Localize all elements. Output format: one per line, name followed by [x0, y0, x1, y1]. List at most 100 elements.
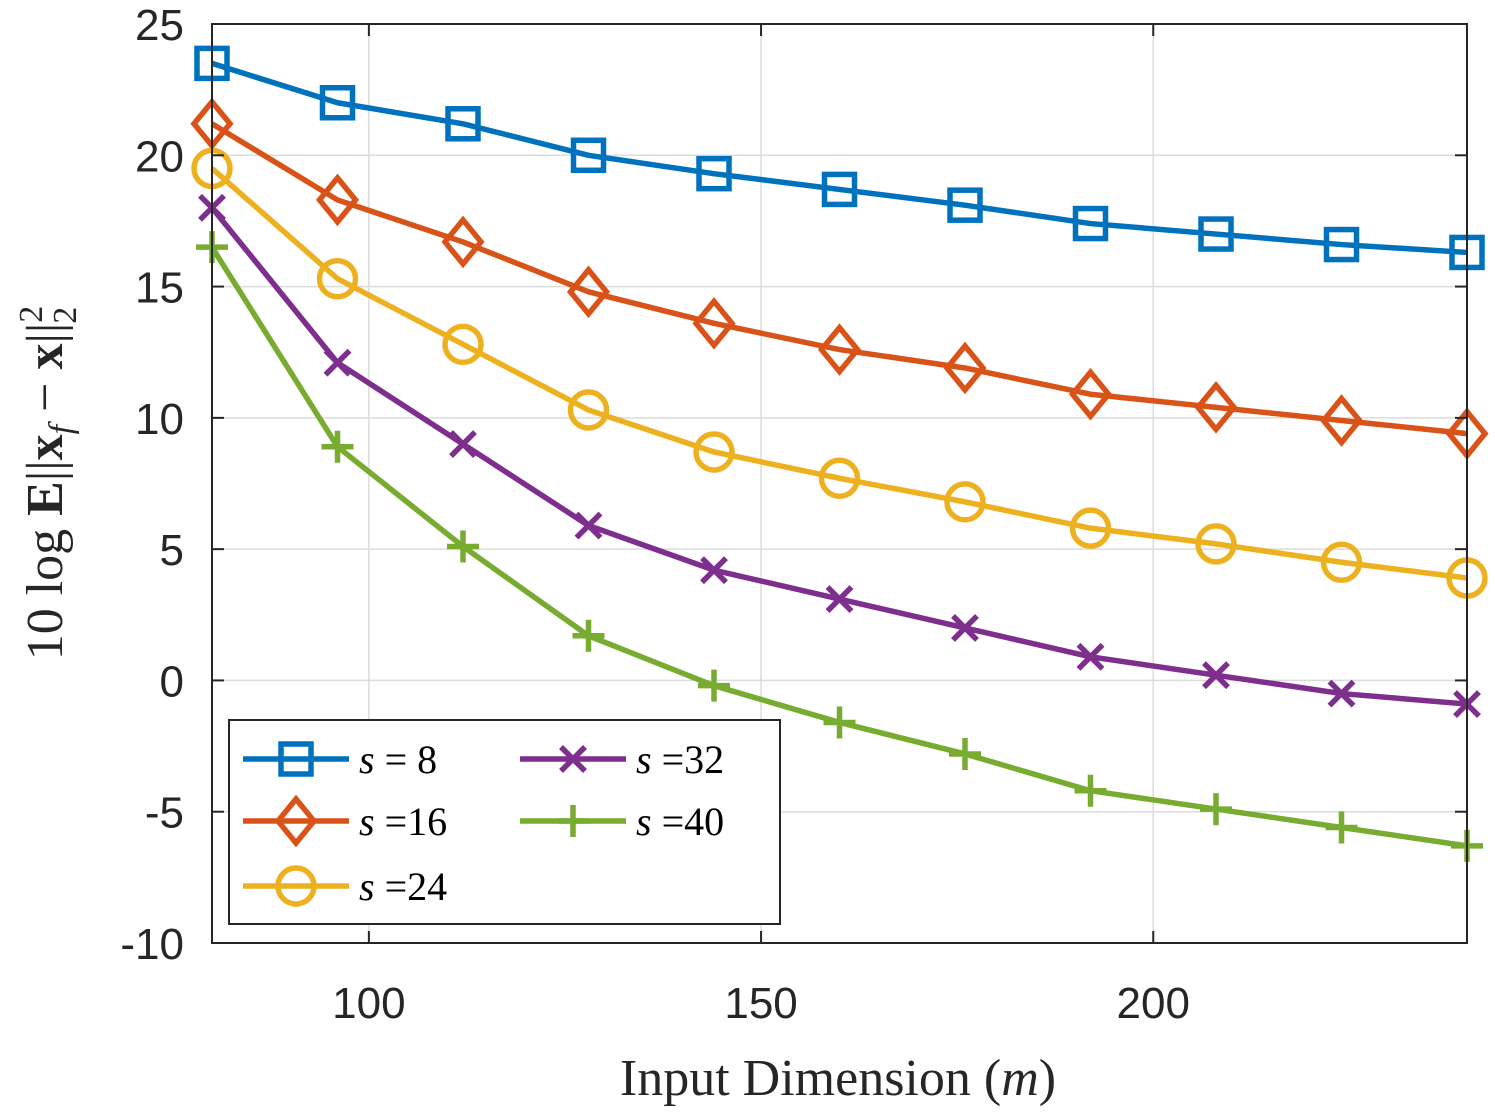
data-point-diamond [692, 296, 736, 350]
data-point-square [696, 155, 732, 192]
x-axis-label-var: m [1001, 1050, 1039, 1107]
legend-entry: s =32 [520, 737, 724, 782]
legend-label-var: s [359, 864, 375, 909]
data-point-plus [698, 669, 730, 702]
data-point-circle [1195, 523, 1237, 565]
data-point-circle [1069, 507, 1112, 549]
data-point-square [1323, 226, 1360, 263]
data-point-plus [321, 430, 354, 463]
legend-label-var: s [636, 799, 652, 844]
data-point-x [1327, 679, 1356, 708]
data-point-square [1072, 205, 1109, 242]
data-point-diamond [1194, 381, 1238, 434]
data-point-x [574, 511, 603, 540]
tick-labels: 100 150 200 25 20 15 10 5 0 -5 -10 [120, 1, 1467, 1028]
data-point-diamond [566, 265, 611, 319]
legend: s = 8 s =32s =16 s =40s =24 [228, 719, 781, 925]
series-line [210, 121, 1468, 437]
y-tick-label: 5 [160, 526, 184, 575]
y-tick-label: 20 [135, 132, 184, 181]
y-tick-label: 25 [135, 1, 184, 50]
y-tick-label: 10 [135, 395, 184, 444]
data-point-plus [1074, 774, 1107, 807]
legend-label-value: =40 [662, 799, 725, 844]
y-axis-label-minus: − [17, 370, 74, 425]
legend-label-var: s [636, 737, 652, 782]
data-point-square [1198, 216, 1234, 252]
x-tick-label: 100 [332, 979, 405, 1028]
data-point-circle [944, 481, 986, 523]
legend-label-value: =16 [385, 799, 448, 844]
data-point-diamond [1319, 394, 1364, 447]
legend-marker-circle [275, 865, 317, 907]
x-axis-label-text: Input Dimension ( [620, 1050, 1001, 1107]
data-point-plus [1325, 811, 1358, 844]
y-axis-label-sub-2: 2 [47, 307, 84, 324]
series-line [210, 166, 1468, 581]
plot-frame [211, 23, 1468, 944]
series-square [194, 45, 1485, 271]
data-point-x [825, 585, 854, 613]
data-point-plus [823, 706, 856, 739]
data-point-x [323, 348, 352, 377]
legend-label: s =40 [636, 799, 724, 844]
x-axis-label-close: ) [1039, 1050, 1056, 1107]
data-point-x [700, 556, 728, 585]
legend-marker-square [278, 741, 314, 777]
legend-entry: s =24 [243, 864, 447, 909]
x-tick-label: 150 [724, 979, 797, 1028]
data-point-x [1202, 661, 1230, 690]
y-axis-label-norm-close: || [17, 323, 74, 344]
series-diamond [190, 97, 1489, 460]
legend-label-var: s [359, 799, 375, 844]
data-point-circle [818, 457, 861, 499]
x-axis-label: Input Dimension (m) [620, 1050, 1056, 1107]
legend-label: s =24 [359, 864, 447, 909]
y-axis-label-sup-2: 2 [13, 306, 50, 323]
legend-entry: s =40 [520, 799, 724, 844]
data-point-diamond [315, 173, 360, 227]
legend-label-value: =32 [662, 737, 725, 782]
legend-marker-diamond [274, 794, 318, 848]
series-layer [190, 45, 1489, 862]
y-axis-label-norm-open: || [17, 460, 74, 481]
legend-label: s =32 [636, 737, 724, 782]
data-point-circle [442, 323, 484, 366]
legend-entry: s =16 [243, 794, 447, 848]
series-plus [196, 231, 1483, 862]
legend-entry: s = 8 [243, 737, 437, 782]
data-point-circle [693, 431, 735, 473]
data-point-square [570, 137, 607, 174]
legend-label: s =16 [359, 799, 447, 844]
data-point-plus [447, 530, 479, 563]
data-point-square [319, 85, 356, 121]
data-point-diamond [441, 215, 485, 269]
y-axis-label-x2: x [17, 344, 74, 370]
data-point-x [951, 613, 979, 642]
data-point-circle [1320, 541, 1363, 584]
data-point-diamond [943, 341, 987, 395]
data-point-diamond [1068, 367, 1113, 421]
y-axis-label: 10 log E||xf − x||22 [13, 306, 84, 661]
data-point-square [445, 106, 481, 142]
x-tick-label: 200 [1117, 979, 1190, 1028]
y-tick-label: 0 [160, 657, 184, 706]
data-point-x [1076, 642, 1105, 671]
data-point-plus [949, 737, 981, 770]
data-point-x [449, 430, 477, 459]
y-tick-label: 15 [135, 264, 184, 313]
y-tick-label: -5 [145, 789, 184, 838]
y-axis-label-expect: E [17, 481, 74, 516]
series-line [211, 60, 1468, 256]
data-point-square [947, 187, 983, 223]
y-axis-label-prefix: 10 log [17, 516, 74, 660]
legend-label-value: = 8 [385, 737, 438, 782]
data-point-circle [567, 389, 610, 431]
data-point-plus [1200, 793, 1232, 826]
legend-label-value: =24 [385, 864, 448, 909]
legend-label-var: s [359, 737, 375, 782]
legend-label: s = 8 [359, 737, 437, 782]
data-point-square [821, 171, 858, 208]
